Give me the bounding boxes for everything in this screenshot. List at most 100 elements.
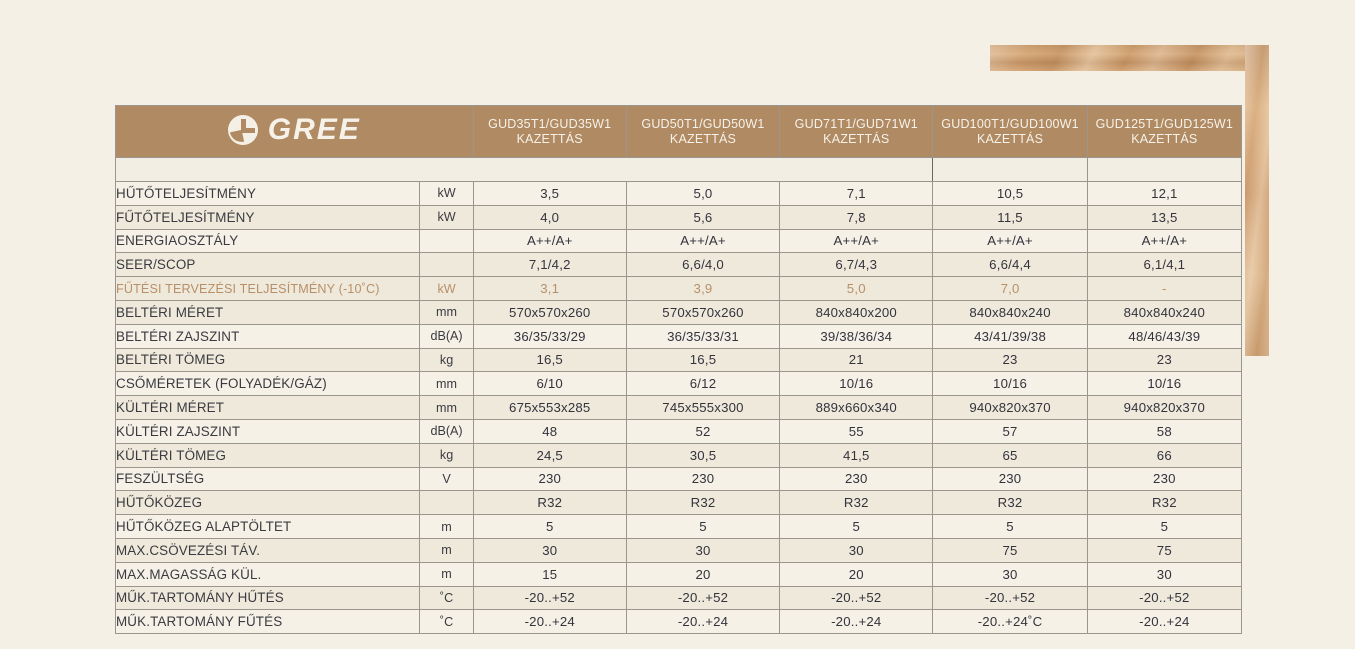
- spec-value-gud125: A++/A+: [1086, 228, 1243, 254]
- spec-value-gud125: 30: [1086, 561, 1243, 587]
- spec-value-gud50: 20: [625, 561, 781, 587]
- spec-value-gud71: A++/A+: [779, 228, 934, 254]
- spec-value-gud50: 52: [625, 418, 781, 444]
- spec-value-gud125: 58: [1086, 418, 1243, 444]
- spec-value-gud100: 11,5: [932, 204, 1088, 230]
- model-column-header-gud125: GUD125T1/GUD125W1 KAZETTÁS: [1086, 105, 1243, 158]
- spec-value-gud71: 6,7/4,3: [779, 252, 934, 278]
- spec-row: MŰK.TARTOMÁNY HŰTÉS ˚C -20..+52 -20..+52 -20…: [114, 585, 1243, 611]
- brand-logo-cell: GREE: [115, 105, 474, 158]
- spec-label: HŰTŐKÖZEG ALAPTÖLTET: [114, 514, 421, 539]
- spec-value-gud100: 840x840x240: [932, 299, 1088, 325]
- spec-value-gud50: 6/12: [625, 371, 781, 397]
- spec-unit: V: [419, 466, 474, 492]
- model-name: GUD50T1/GUD50W1: [641, 116, 765, 131]
- spec-value-gud100: 940x820x370: [932, 395, 1088, 420]
- model-column-header-gud100: GUD100T1/GUD100W1 KAZETTÁS: [932, 105, 1088, 158]
- spec-label: BELTÉRI ZAJSZINT: [114, 323, 421, 349]
- spec-value-gud35: 3,5: [472, 181, 627, 206]
- spec-unit: dB(A): [419, 323, 474, 349]
- spec-value-gud71: 7,1: [779, 181, 934, 206]
- spec-value-gud50: 5,6: [625, 204, 781, 230]
- spec-row: MAX.CSÖVEZÉSI TÁV. m 30 30 30 75 75: [114, 537, 1243, 563]
- bracket-arm-vertical: [1245, 45, 1269, 356]
- spec-unit: ˚C: [419, 585, 474, 611]
- spec-row: HŰTŐKÖZEG R32 R32 R32 R32 R32: [114, 490, 1243, 516]
- spec-unit: mm: [419, 395, 474, 420]
- spec-value-gud125: 230: [1086, 466, 1243, 492]
- spec-label: ENERGIAOSZTÁLY: [114, 228, 421, 254]
- bracket-arm-horizontal: [990, 45, 1253, 71]
- model-name: GUD100T1/GUD100W1: [941, 116, 1079, 131]
- spec-value-gud125: 48/46/43/39: [1086, 323, 1243, 349]
- spec-value-gud71: 7,8: [779, 204, 934, 230]
- spec-row: BELTÉRI TÖMEG kg 16,5 16,5 21 23 23: [114, 347, 1243, 373]
- spec-row: FŰTÉSI TERVEZÉSI TELJESÍTMÉNY (-10˚C) kW 3…: [114, 276, 1243, 301]
- spec-value-gud50: -20..+52: [625, 585, 781, 611]
- spec-value-gud125: 840x840x240: [1086, 299, 1243, 325]
- spacer-cell: [1086, 157, 1243, 182]
- spec-value-gud71: 30: [779, 537, 934, 563]
- spec-value-gud71: 5,0: [779, 276, 934, 301]
- spec-value-gud100: 230: [932, 466, 1088, 492]
- spec-label: KÜLTÉRI MÉRET: [114, 395, 421, 420]
- spec-value-gud100: -20..+24˚C: [932, 609, 1088, 635]
- spec-value-gud35: -20..+24: [472, 609, 627, 635]
- spec-value-gud50: 36/35/33/31: [625, 323, 781, 349]
- spec-value-gud100: 75: [932, 537, 1088, 563]
- spec-label: KÜLTÉRI ZAJSZINT: [114, 418, 421, 444]
- spec-row: KÜLTÉRI MÉRET mm 675x553x285 745x555x300 889…: [114, 395, 1243, 420]
- spec-value-gud35: 230: [472, 466, 627, 492]
- gree-logo-icon: [227, 115, 258, 145]
- spec-value-gud35: 570x570x260: [472, 299, 627, 325]
- spec-value-gud100: 10/16: [932, 371, 1088, 397]
- model-name: GUD125T1/GUD125W1: [1095, 116, 1234, 131]
- spec-row: ENERGIAOSZTÁLY A++/A+ A++/A+ A++/A+ A++/A+ A+…: [114, 228, 1243, 254]
- specification-table: GREE GUD35T1/GUD35W1 KAZETTÁS GUD50T1/GUD50…: [114, 105, 1243, 635]
- spec-value-gud35: 675x553x285: [472, 395, 627, 420]
- spec-value-gud35: A++/A+: [472, 228, 627, 254]
- model-column-header-gud50: GUD50T1/GUD50W1 KAZETTÁS: [625, 105, 781, 158]
- spec-value-gud35: -20..+52: [472, 585, 627, 611]
- spec-value-gud50: 30,5: [625, 442, 781, 468]
- spec-value-gud50: 230: [625, 466, 781, 492]
- spec-row: FESZÜLTSÉG V 230 230 230 230 230: [114, 466, 1243, 492]
- spec-unit: m: [419, 561, 474, 587]
- spec-value-gud100: 43/41/39/38: [932, 323, 1088, 349]
- spec-value-gud50: A++/A+: [625, 228, 781, 254]
- spec-value-gud35: 6/10: [472, 371, 627, 397]
- spec-value-gud71: R32: [779, 490, 934, 516]
- spec-value-gud125: 12,1: [1086, 181, 1243, 206]
- spec-value-gud100: 30: [932, 561, 1088, 587]
- model-name: GUD35T1/GUD35W1: [488, 116, 612, 131]
- spec-value-gud100: A++/A+: [932, 228, 1088, 254]
- spec-value-gud100: 10,5: [932, 181, 1088, 206]
- spec-unit: mm: [419, 299, 474, 325]
- spec-label: SEER/SCOP: [114, 252, 421, 278]
- spec-value-gud50: 570x570x260: [625, 299, 781, 325]
- spec-value-gud35: 24,5: [472, 442, 627, 468]
- spec-unit: [419, 252, 474, 278]
- spec-row: BELTÉRI MÉRET mm 570x570x260 570x570x260 840…: [114, 299, 1243, 325]
- spec-value-gud50: 30: [625, 537, 781, 563]
- spec-value-gud125: -: [1086, 276, 1243, 301]
- table-header-row: GREE GUD35T1/GUD35W1 KAZETTÁS GUD50T1/GUD50…: [115, 105, 1243, 158]
- spec-value-gud35: 16,5: [472, 347, 627, 373]
- brand-logo-text: GREE: [267, 113, 361, 146]
- spec-value-gud71: 41,5: [779, 442, 934, 468]
- spec-value-gud125: 6,1/4,1: [1086, 252, 1243, 278]
- spec-value-gud125: 5: [1086, 514, 1243, 539]
- spec-row: MAX.MAGASSÁG KÜL. m 15 20 20 30 30: [114, 561, 1243, 587]
- spec-unit: kg: [419, 347, 474, 373]
- spec-value-gud100: 65: [932, 442, 1088, 468]
- spec-value-gud35: 3,1: [472, 276, 627, 301]
- spec-value-gud50: 5,0: [625, 181, 781, 206]
- spec-row: MŰK.TARTOMÁNY FŰTÉS ˚C -20..+24 -20..+24 -20…: [114, 609, 1243, 635]
- spec-value-gud71: 889x660x340: [779, 395, 934, 420]
- spec-value-gud35: 48: [472, 418, 627, 444]
- model-column-header-gud35: GUD35T1/GUD35W1 KAZETTÁS: [472, 105, 627, 158]
- spec-value-gud71: 55: [779, 418, 934, 444]
- spec-unit: [419, 228, 474, 254]
- spec-value-gud125: 10/16: [1086, 371, 1243, 397]
- spec-value-gud71: 20: [779, 561, 934, 587]
